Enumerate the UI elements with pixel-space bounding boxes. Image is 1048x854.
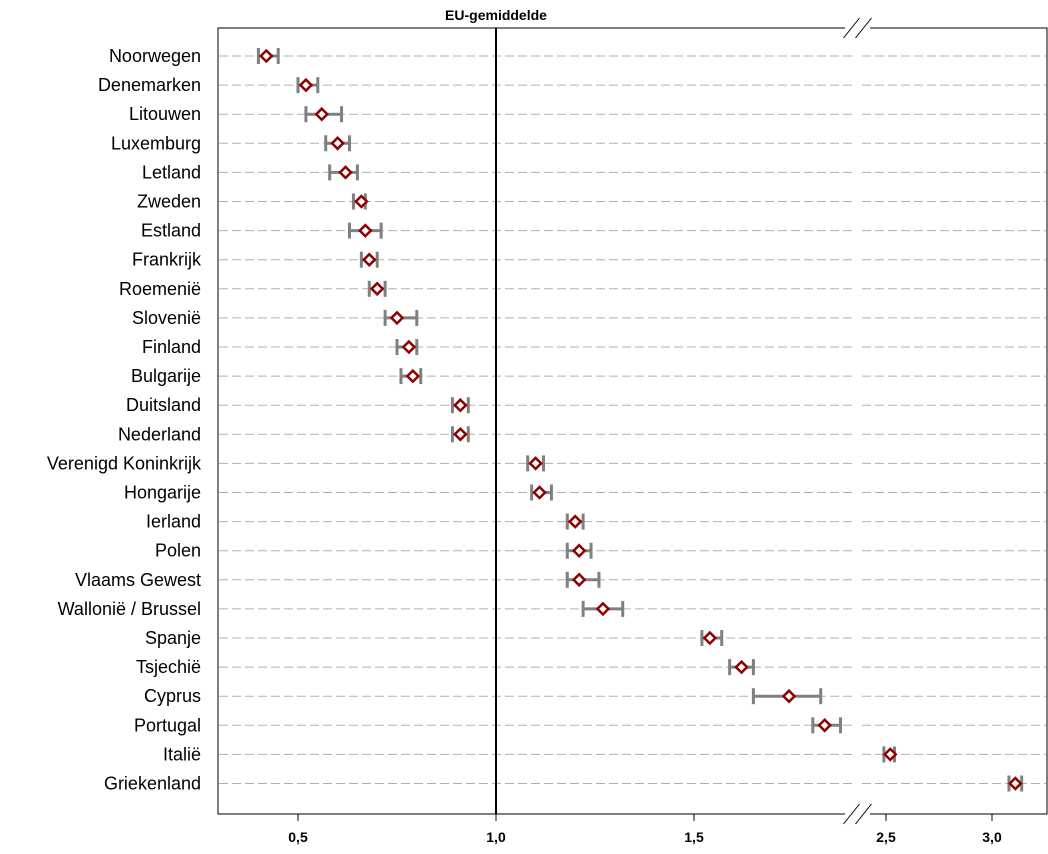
country-label: Nederland (118, 424, 201, 444)
country-label: Duitsland (126, 395, 201, 415)
point-markers (259, 48, 1023, 791)
point-marker (354, 194, 369, 209)
country-label: Ierland (146, 512, 201, 532)
country-label: Slovenië (132, 308, 201, 328)
country-label: Cyprus (144, 686, 201, 706)
point-marker (259, 48, 274, 64)
country-label: Bulgarije (131, 366, 201, 386)
break-slash (843, 803, 860, 825)
break-slash (855, 17, 872, 39)
point-marker (532, 485, 547, 500)
country-label: Noorwegen (109, 46, 201, 66)
point-marker (314, 106, 330, 122)
x-tick-label: 1,5 (684, 829, 704, 845)
point-marker (571, 572, 587, 588)
point-marker (401, 339, 417, 355)
break-slash (855, 803, 872, 825)
break-gap (845, 24, 870, 32)
point-marker (1008, 776, 1023, 791)
point-marker (571, 543, 587, 558)
country-label: Wallonië / Brussel (58, 599, 201, 619)
country-label: Letland (142, 162, 201, 182)
country-labels: Noorwegen Denemarken Litouwen Luxemburg Letl… (47, 46, 202, 794)
point-marker (330, 136, 345, 151)
country-label: Spanje (145, 628, 201, 648)
country-label: Tsjechië (136, 657, 201, 677)
point-marker (338, 165, 353, 180)
country-label: Roemenië (119, 279, 201, 299)
x-tick-label: 3,0 (982, 829, 1002, 845)
country-label: Zweden (137, 192, 201, 212)
point-marker (734, 659, 749, 675)
x-axis-ticks: 0,5 1,0 1,5 2,5 3,0 (288, 814, 1002, 845)
point-marker (882, 747, 898, 762)
x-tick-label: 1,0 (486, 829, 506, 845)
axis-break-marks (843, 17, 872, 825)
plot-frame (217, 27, 1048, 815)
country-label: Denemarken (98, 75, 201, 95)
point-marker (528, 456, 543, 471)
country-label: Hongarije (124, 483, 201, 503)
country-label: Frankrijk (132, 250, 202, 270)
point-marker (453, 427, 468, 442)
point-marker (405, 368, 421, 384)
country-label: Litouwen (129, 104, 201, 124)
country-label: Luxemburg (111, 133, 201, 153)
country-label: Estland (141, 221, 201, 241)
eu-average-label: EU-gemiddelde (445, 7, 547, 23)
point-marker (567, 514, 583, 529)
point-marker (781, 688, 797, 704)
x-tick-label: 2,5 (876, 829, 896, 845)
country-label: Finland (142, 337, 201, 357)
grid-lines (219, 55, 1046, 784)
x-tick-label: 0,5 (288, 829, 308, 845)
point-marker (358, 223, 373, 238)
break-gap (845, 810, 870, 818)
country-label: Vlaams Gewest (75, 570, 201, 590)
point-marker (362, 252, 377, 267)
point-marker (453, 397, 468, 413)
country-label: Griekenland (104, 774, 201, 794)
point-marker (702, 630, 718, 646)
point-marker (369, 281, 385, 297)
country-label: Italië (163, 744, 201, 764)
break-slash (843, 17, 860, 39)
point-marker (817, 718, 832, 733)
point-marker (298, 77, 314, 93)
country-label: Verenigd Koninkrijk (47, 453, 202, 473)
country-label: Portugal (134, 715, 201, 735)
point-marker (595, 601, 611, 617)
error-bars (256, 48, 1024, 792)
country-label: Polen (155, 541, 201, 561)
point-marker (389, 310, 405, 326)
